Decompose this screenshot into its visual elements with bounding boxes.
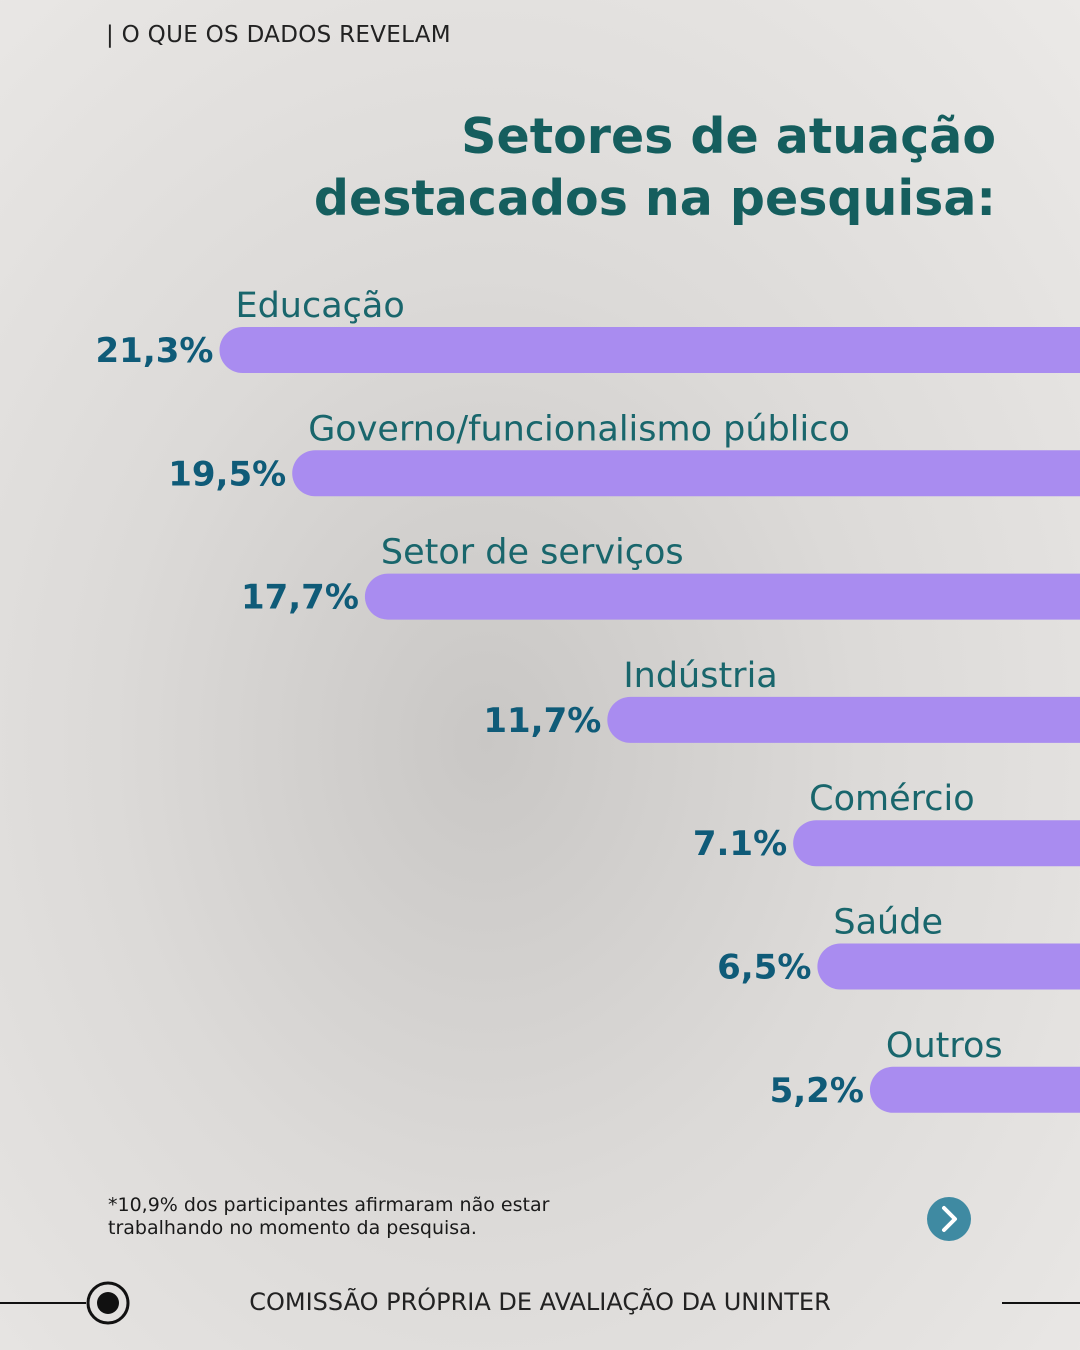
bar	[219, 327, 1080, 373]
bar	[793, 820, 1080, 867]
value-label: 17,7%	[241, 578, 359, 618]
value-label: 19,5%	[168, 454, 286, 494]
bar	[817, 943, 1080, 990]
value-label: 21,3%	[96, 331, 214, 371]
footnote: *10,9% dos participantes afirmaram não e…	[108, 1194, 550, 1239]
next-button[interactable]	[927, 1197, 971, 1241]
decor-dot	[97, 1292, 119, 1314]
footer: COMISSÃO PRÓPRIA DE AVALIAÇÃO DA UNINTER	[249, 1288, 831, 1316]
value-label: 7.1%	[693, 824, 787, 864]
decor-ring	[86, 1281, 130, 1325]
bar	[364, 573, 1080, 620]
bar	[292, 450, 1080, 497]
value-label: 6,5%	[717, 948, 811, 988]
category-label: Governo/funcionalismo público	[308, 409, 850, 449]
value-label: 5,2%	[770, 1071, 864, 1111]
chart-title: Setores de atuação destacados na pesquis…	[313, 108, 996, 227]
header: | O QUE OS DADOS REVELAM	[106, 22, 451, 48]
bar	[869, 1066, 1080, 1113]
category-label: Indústria	[623, 656, 777, 696]
category-label: Outros	[886, 1026, 1003, 1066]
category-label: Setor de serviços	[381, 533, 684, 573]
category-label: Comércio	[809, 779, 974, 819]
value-label: 11,7%	[483, 701, 601, 741]
category-label: Educação	[235, 286, 404, 326]
bar	[607, 696, 1080, 743]
category-label: Saúde	[833, 903, 943, 943]
